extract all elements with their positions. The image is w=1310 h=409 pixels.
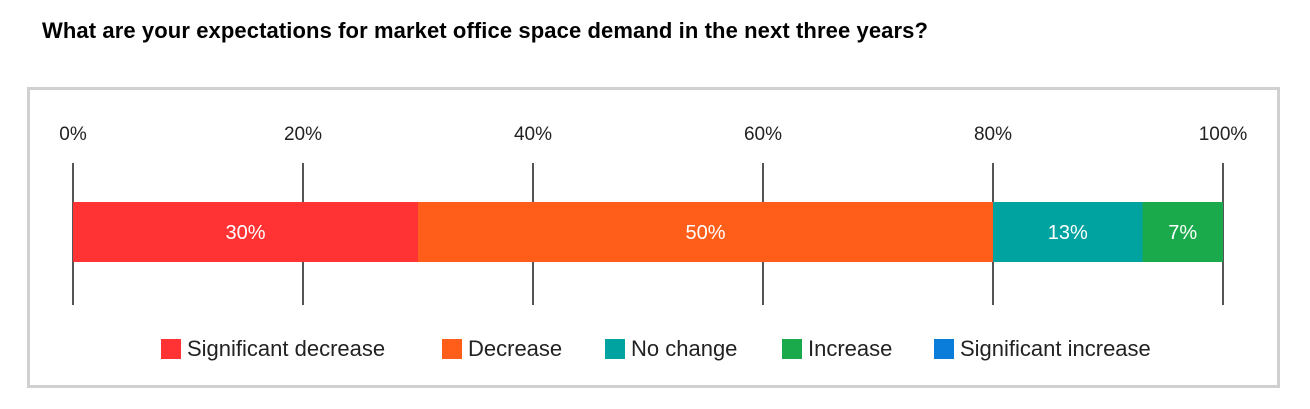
data-label: 13% (1048, 222, 1088, 244)
x-tick-label: 20% (284, 124, 322, 145)
x-tick-label: 40% (514, 124, 552, 145)
x-tick-label: 100% (1199, 124, 1248, 145)
legend-label: Decrease (468, 336, 562, 361)
chart-frame (27, 87, 1280, 388)
bar-segment (418, 202, 993, 262)
x-tick-label: 0% (59, 124, 87, 145)
legend-swatch (605, 339, 625, 359)
legend-label: Significant decrease (187, 336, 385, 361)
x-tick-label: 80% (974, 124, 1012, 145)
chart-title: What are your expectations for market of… (42, 18, 929, 43)
bar-segment (993, 202, 1143, 262)
data-label: 50% (685, 222, 725, 244)
legend-label: Significant increase (960, 336, 1151, 361)
data-label: 7% (1168, 222, 1197, 244)
data-label: 30% (225, 222, 265, 244)
legend-swatch (782, 339, 802, 359)
legend-swatch (161, 339, 181, 359)
legend-swatch (442, 339, 462, 359)
legend-label: Increase (808, 336, 892, 361)
legend-label: No change (631, 336, 737, 361)
x-tick-label: 60% (744, 124, 782, 145)
bar-segment (73, 202, 418, 262)
legend-swatch (934, 339, 954, 359)
bar-segment (1142, 202, 1223, 262)
